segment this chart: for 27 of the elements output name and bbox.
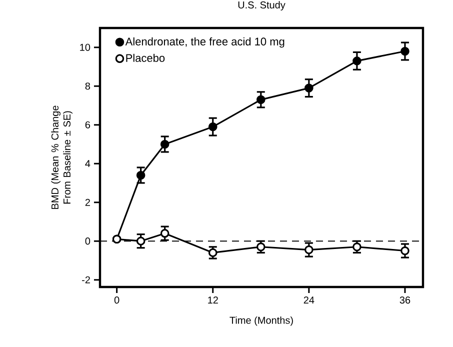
y-tick-label: -2 [82,276,90,284]
x-tick-label: 24 [304,296,314,304]
y-tick-label: 2 [85,198,90,206]
y-tick-label: 10 [80,44,90,51]
legend-label: Placebo [126,54,165,62]
point [208,122,218,132]
point [160,140,170,149]
point [304,84,314,92]
y-tick-label: 8 [85,82,90,90]
y-tick-label: 6 [85,121,90,128]
x-tick-label: 36 [400,296,410,304]
point [400,246,410,256]
x-tick-label: 12 [208,296,218,304]
point [136,170,146,180]
legend-label: Alendronate, the free acid 10 mg [125,37,284,48]
x-tick-label: 0 [114,296,120,304]
chart-title: U.S. Study [238,1,286,10]
point [352,56,362,66]
point [136,236,146,246]
x-axis-title: Time (Months) [230,316,293,326]
point [256,95,266,104]
y-tick-label: 4 [85,160,90,168]
point [400,46,410,56]
point [304,245,314,254]
point [160,228,170,238]
y-axis-title: BMD (Mean % Change From Baseline ± SE) [51,106,72,209]
y-tick-label: 0 [85,238,90,245]
